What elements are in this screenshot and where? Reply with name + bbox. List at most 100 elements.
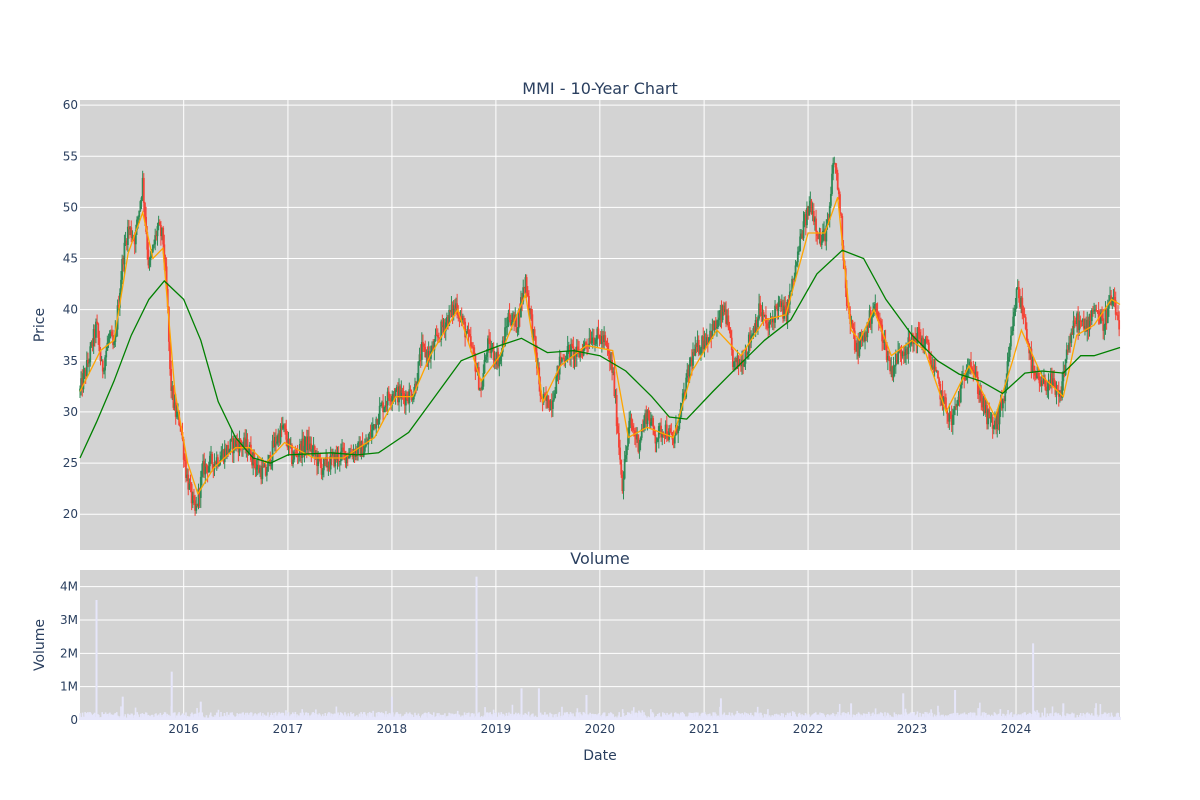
candle-body [269,455,272,467]
candle-body [801,233,804,239]
candle-body [603,335,606,342]
volume-bar [425,716,427,720]
candle-body [572,346,575,360]
candle-body [458,315,461,320]
candle-body [121,258,124,280]
volume-bar [338,717,340,720]
candle-body [790,290,792,292]
volume-bar [433,717,436,720]
volume-bar [929,716,932,720]
volume-bar [546,714,549,720]
candle-body [254,463,257,470]
volume-bar [1075,717,1078,720]
volume-bar [921,713,924,720]
candle-body [169,341,171,370]
candle-body [616,426,619,433]
volume-bar [192,717,195,720]
volume-bar [956,712,959,720]
volume-bar [784,717,786,720]
candle-body [816,231,819,236]
volume-bar [134,707,137,720]
volume-bar [454,714,456,720]
volume-bar [190,713,192,720]
candle-body [890,366,893,372]
volume-bar [468,712,470,720]
candle-body [954,406,956,410]
volume-bar [988,714,991,720]
volume-bar [673,717,675,720]
candle-body [647,409,650,419]
candle-body [979,390,982,396]
volume-bar [951,715,954,720]
candle-body [948,412,951,422]
candle-body [770,321,773,323]
candle-body [402,393,405,398]
candle-body [927,342,930,354]
volume-tick-label: 2M [60,646,78,660]
volume-bar [479,717,482,720]
candle-body [784,305,787,308]
candle-body [697,339,700,354]
volume-bar [87,714,90,720]
volume-bar [1025,714,1027,720]
candle-body [469,336,472,347]
candle-body [442,325,445,328]
volume-bar [993,712,996,720]
volume-bar [503,717,506,720]
candle-body [423,343,426,347]
volume-bar [1091,715,1094,720]
volume-bar [441,715,444,720]
candle-body [803,214,806,222]
candle-body [693,352,696,356]
candle-body [133,237,136,245]
candle-body [899,348,902,354]
volume-bar [435,716,438,720]
volume-bar [410,717,413,720]
candle-body [1077,313,1080,331]
volume-bar [1049,713,1052,720]
candle-body [1041,380,1044,384]
candle-body [106,342,109,351]
volume-bar [735,713,738,720]
candle-body [333,452,335,467]
volume-bar [739,713,742,720]
volume-bar [664,714,667,720]
volume-bar [658,712,661,720]
volume-bar [891,716,893,720]
volume-bar [857,712,860,720]
volume-bar [986,714,989,720]
volume-bar [825,717,827,720]
volume-bar [618,712,621,720]
volume-bar [420,717,422,720]
volume-bar [234,717,237,720]
volume-bar [288,717,291,720]
volume-bar [197,712,199,720]
volume-bar [528,716,531,720]
candle-body [1064,359,1067,375]
candle-body [82,373,85,390]
candle-body [692,352,694,366]
volume-bar [268,716,271,720]
volume-bar [950,713,953,720]
volume-bar [944,717,946,720]
candle-body [312,446,315,450]
volume-bar [485,716,487,720]
volume-bar [491,714,493,720]
candle-body [251,460,253,466]
volume-bar [246,712,249,720]
candle-body [523,287,526,289]
volume-bar [204,717,207,720]
candle-body [152,244,154,252]
volume-bar [1030,716,1032,720]
candle-body [840,213,843,217]
volume-bar [1026,715,1028,720]
volume-bar [804,713,807,720]
candle-body [577,346,579,351]
volume-bar [1080,717,1083,720]
volume-bar [619,716,621,720]
candle-body [220,455,223,461]
candle-body [294,451,297,453]
volume-bar [110,714,113,720]
volume-bar [855,713,858,720]
candle-body [320,463,323,475]
